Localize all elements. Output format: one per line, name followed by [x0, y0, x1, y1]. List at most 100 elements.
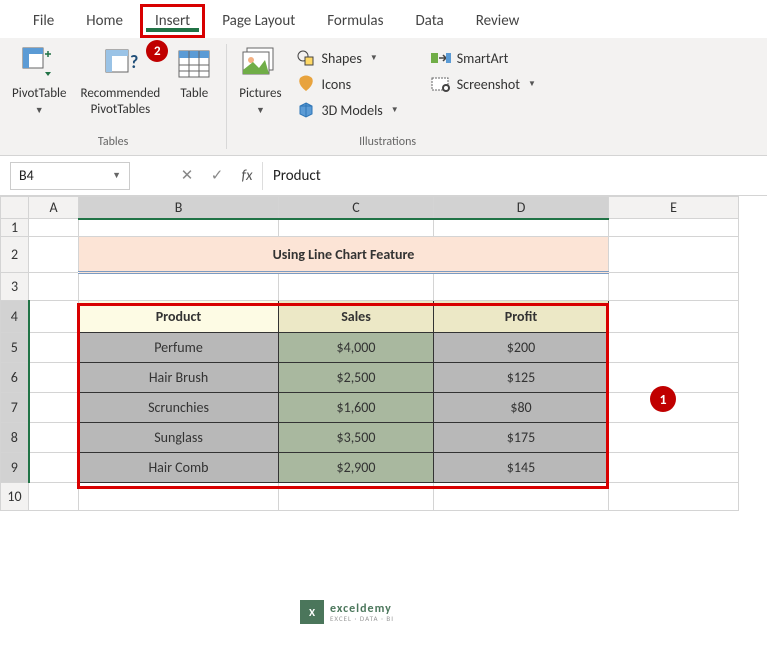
col-header-C[interactable]: C — [279, 197, 434, 219]
table-cell[interactable]: $3,500 — [279, 423, 434, 453]
row-header-6[interactable]: 6 — [1, 363, 29, 393]
table-cell[interactable]: $4,000 — [279, 333, 434, 363]
watermark: X exceldemy EXCEL · DATA · BI — [300, 600, 394, 624]
cell[interactable] — [434, 219, 609, 237]
cell[interactable] — [79, 483, 279, 511]
formula-input[interactable]: Product — [262, 162, 757, 190]
pictures-button[interactable]: Pictures▼ — [235, 42, 285, 119]
cell[interactable] — [279, 483, 434, 511]
cell[interactable] — [29, 423, 79, 453]
3d-models-button[interactable]: 3D Models ▼ — [292, 98, 403, 122]
chevron-down-icon: ▼ — [112, 170, 121, 181]
cell[interactable] — [79, 273, 279, 301]
cell[interactable] — [29, 363, 79, 393]
cell[interactable] — [29, 483, 79, 511]
recommended-pivot-label: Recommended PivotTables — [81, 86, 161, 117]
tables-group-label: Tables — [98, 133, 128, 153]
col-header-A[interactable]: A — [29, 197, 79, 219]
row-header-5[interactable]: 5 — [1, 333, 29, 363]
table-cell[interactable]: Hair Comb — [79, 453, 279, 483]
chevron-down-icon: ▼ — [256, 105, 265, 116]
cell[interactable] — [609, 363, 739, 393]
enter-formula-button[interactable]: ✓ — [202, 162, 232, 190]
cell[interactable] — [29, 453, 79, 483]
cell[interactable] — [29, 273, 79, 301]
cancel-formula-button[interactable]: ✕ — [172, 162, 202, 190]
cell[interactable] — [609, 333, 739, 363]
name-box[interactable]: B4 ▼ — [10, 162, 130, 190]
cell[interactable] — [29, 219, 79, 237]
watermark-brand: exceldemy — [330, 603, 394, 615]
table-header-sales[interactable]: Sales — [279, 301, 434, 333]
check-icon: ✓ — [211, 166, 224, 185]
cell[interactable] — [29, 393, 79, 423]
tab-review[interactable]: Review — [461, 4, 535, 38]
table-cell[interactable]: Scrunchies — [79, 393, 279, 423]
cell[interactable] — [434, 273, 609, 301]
screenshot-button[interactable]: Screenshot ▼ — [427, 72, 540, 96]
chevron-down-icon: ▼ — [370, 53, 378, 63]
recommended-pivot-button[interactable]: ? Recommended PivotTables 2 — [77, 42, 165, 119]
3d-models-label: 3D Models — [322, 102, 383, 119]
table-icon — [174, 44, 214, 84]
cell[interactable] — [29, 301, 79, 333]
cell[interactable] — [609, 237, 739, 273]
smartart-button[interactable]: SmartArt — [427, 46, 540, 70]
row-header-7[interactable]: 7 — [1, 393, 29, 423]
icons-button[interactable]: Icons — [292, 72, 403, 96]
table-cell[interactable]: $125 — [434, 363, 609, 393]
table-cell[interactable]: Hair Brush — [79, 363, 279, 393]
icons-label: Icons — [322, 76, 352, 93]
cell[interactable] — [79, 219, 279, 237]
table-cell[interactable]: $200 — [434, 333, 609, 363]
row-header-3[interactable]: 3 — [1, 273, 29, 301]
cell[interactable] — [609, 219, 739, 237]
tab-file[interactable]: File — [18, 4, 69, 38]
cell[interactable] — [609, 483, 739, 511]
table-cell[interactable]: $175 — [434, 423, 609, 453]
select-all-corner[interactable] — [1, 197, 29, 219]
tab-data[interactable]: Data — [400, 4, 458, 38]
row-header-2[interactable]: 2 — [1, 237, 29, 273]
tab-home[interactable]: Home — [71, 4, 138, 38]
cell[interactable] — [434, 483, 609, 511]
fx-icon[interactable]: fx — [232, 167, 262, 185]
table-cell[interactable]: $1,600 — [279, 393, 434, 423]
shapes-button[interactable]: Shapes ▼ — [292, 46, 403, 70]
tab-formulas[interactable]: Formulas — [312, 4, 398, 38]
cell[interactable] — [279, 219, 434, 237]
cell[interactable] — [609, 453, 739, 483]
row-header-10[interactable]: 10 — [1, 483, 29, 511]
table-cell[interactable]: Perfume — [79, 333, 279, 363]
cell[interactable] — [609, 273, 739, 301]
chevron-down-icon: ▼ — [528, 79, 536, 89]
table-cell[interactable]: $2,900 — [279, 453, 434, 483]
table-cell[interactable]: Sunglass — [79, 423, 279, 453]
cell[interactable] — [29, 237, 79, 273]
cell[interactable] — [609, 301, 739, 333]
table-header-profit[interactable]: Profit — [434, 301, 609, 333]
row-header-1[interactable]: 1 — [1, 219, 29, 237]
tab-insert[interactable]: Insert — [140, 4, 205, 38]
table-cell[interactable]: $2,500 — [279, 363, 434, 393]
title-cell[interactable]: Using Line Chart Feature — [79, 237, 609, 273]
col-header-E[interactable]: E — [609, 197, 739, 219]
row-header-8[interactable]: 8 — [1, 423, 29, 453]
table-label: Table — [180, 86, 208, 102]
cell[interactable] — [279, 273, 434, 301]
table-cell[interactable]: $80 — [434, 393, 609, 423]
x-icon: ✕ — [181, 166, 194, 185]
pivot-table-button[interactable]: PivotTable▼ — [8, 42, 71, 119]
row-header-4[interactable]: 4 — [1, 301, 29, 333]
watermark-tag: EXCEL · DATA · BI — [330, 615, 394, 622]
cell[interactable] — [29, 333, 79, 363]
table-cell[interactable]: $145 — [434, 453, 609, 483]
col-header-D[interactable]: D — [434, 197, 609, 219]
col-header-B[interactable]: B — [79, 197, 279, 219]
table-header-product[interactable]: Product — [79, 301, 279, 333]
3d-models-icon — [296, 100, 316, 120]
cell[interactable] — [609, 423, 739, 453]
row-header-9[interactable]: 9 — [1, 453, 29, 483]
table-button[interactable]: Table — [170, 42, 218, 104]
tab-page-layout[interactable]: Page Layout — [207, 4, 310, 38]
